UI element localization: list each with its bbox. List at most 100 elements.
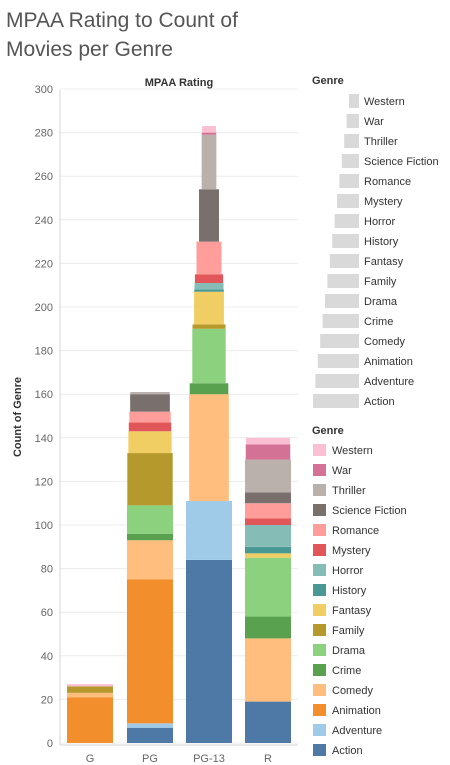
color-legend-label: Romance (332, 525, 379, 537)
size-legend-title: Genre (312, 75, 344, 87)
color-legend-swatch-war (313, 464, 326, 476)
y-tick-label: 300 (35, 84, 53, 96)
size-legend-label: Action (364, 396, 395, 408)
bar-pg-crime (127, 533, 173, 541)
x-tick-label: G (86, 753, 95, 765)
size-legend-swatch (346, 114, 359, 128)
color-legend-swatch-comedy (313, 684, 326, 696)
size-legend-swatch (322, 314, 359, 328)
x-tick-label: PG-13 (193, 753, 225, 765)
chart-title: MPAA Rating to Count of Movies per Genre (6, 9, 238, 61)
color-legend-swatch-action (313, 744, 326, 756)
color-legend-label: Western (332, 445, 373, 457)
size-legend-label: Family (364, 276, 397, 288)
bar-pg-13-drama (192, 328, 226, 384)
size-legend-swatch (332, 234, 359, 248)
bar-pg-13-mystery (194, 274, 224, 284)
bar-r-fantasy (245, 553, 291, 558)
bar-pg-13-thriller (201, 134, 217, 190)
size-legend-label: Animation (364, 356, 413, 368)
header-band (60, 75, 298, 90)
y-tick-label: 100 (35, 520, 53, 532)
y-tick-label: 0 (47, 738, 53, 750)
y-tick-label: 60 (41, 607, 53, 619)
bar-r-war (245, 444, 291, 460)
size-legend-label: Comedy (364, 336, 405, 348)
column-header: MPAA Rating (145, 77, 213, 89)
size-legend-swatch (339, 174, 359, 188)
y-tick-label: 240 (35, 215, 53, 227)
bar-pg-mystery (128, 422, 172, 432)
bar-g-comedy (67, 692, 113, 698)
size-legend-label: Thriller (364, 136, 398, 148)
size-legend-swatch (341, 154, 359, 168)
color-legend-label: Horror (332, 565, 364, 577)
color-legend-label: Adventure (332, 725, 382, 737)
bar-g-animation (67, 697, 113, 743)
size-legend-label: War (364, 116, 384, 128)
size-legend-label: Adventure (364, 376, 414, 388)
bar-r-crime (245, 616, 291, 639)
bar-pg-13-comedy (189, 394, 229, 502)
y-tick-label: 180 (35, 346, 53, 358)
bar-pg-13-western (202, 126, 216, 133)
size-legend-swatch (320, 334, 359, 348)
size-legend-label: Drama (364, 296, 398, 308)
color-legend-label: Thriller (332, 485, 366, 497)
size-legend-label: Crime (364, 316, 393, 328)
y-tick-label: 160 (35, 389, 53, 401)
color-legend-label: Mystery (332, 545, 371, 557)
bar-pg-drama (127, 505, 173, 534)
size-legend-swatch (337, 194, 359, 208)
color-legend-swatch-horror (313, 564, 326, 576)
size-legend-swatch (313, 394, 359, 408)
size-legend-label: Science Fiction (364, 156, 439, 168)
color-legend-label: Science Fiction (332, 505, 407, 517)
size-legend-swatch (317, 354, 359, 368)
color-legend-swatch-science-fiction (313, 504, 326, 516)
y-tick-label: 120 (35, 476, 53, 488)
y-tick-label: 80 (41, 564, 53, 576)
color-legend-swatch-drama (313, 644, 326, 656)
y-tick-label: 20 (41, 694, 53, 706)
color-legend-title: Genre (312, 425, 344, 437)
color-legend-swatch-thriller (313, 484, 326, 496)
bar-r-science-fiction (245, 492, 291, 504)
color-legend-swatch-fantasy (313, 604, 326, 616)
size-legend-label: Fantasy (364, 256, 404, 268)
color-legend-label: Animation (332, 705, 381, 717)
size-legend-swatch (349, 94, 359, 108)
color-legend-swatch-adventure (313, 724, 326, 736)
color-legend-label: Family (332, 625, 365, 637)
color-legend-swatch-family (313, 624, 326, 636)
size-legend-label: Horror (364, 216, 396, 228)
size-legend-swatch (344, 134, 359, 148)
size-legend-swatch (325, 294, 359, 308)
size-legend-label: Romance (364, 176, 411, 188)
bar-pg-13-family (192, 324, 226, 329)
y-tick-label: 280 (35, 128, 53, 140)
bar-r-history (245, 546, 291, 554)
bar-r-comedy (245, 638, 291, 702)
size-legend-label: Western (364, 96, 405, 108)
bar-r-western (246, 437, 290, 445)
size-legend-label: History (364, 236, 399, 248)
bar-pg-13-history (194, 289, 224, 292)
y-tick-label: 200 (35, 302, 53, 314)
bar-r-drama (245, 557, 291, 617)
color-legend-swatch-western (313, 444, 326, 456)
color-legend-label: Comedy (332, 685, 373, 697)
bar-pg-family (127, 453, 173, 506)
size-legend-label: Mystery (364, 196, 403, 208)
size-legend-swatch (329, 254, 359, 268)
bar-pg-13-adventure (186, 501, 232, 560)
color-legend-label: Drama (332, 645, 366, 657)
color-legend-label: Crime (332, 665, 361, 677)
color-legend-swatch-mystery (313, 544, 326, 556)
bar-pg-13-romance (196, 241, 222, 275)
x-tick-label: R (264, 753, 272, 765)
bar-r-action (245, 701, 291, 743)
bar-pg-13-fantasy (194, 291, 224, 325)
bar-g-western (67, 684, 113, 687)
color-legend-swatch-crime (313, 664, 326, 676)
